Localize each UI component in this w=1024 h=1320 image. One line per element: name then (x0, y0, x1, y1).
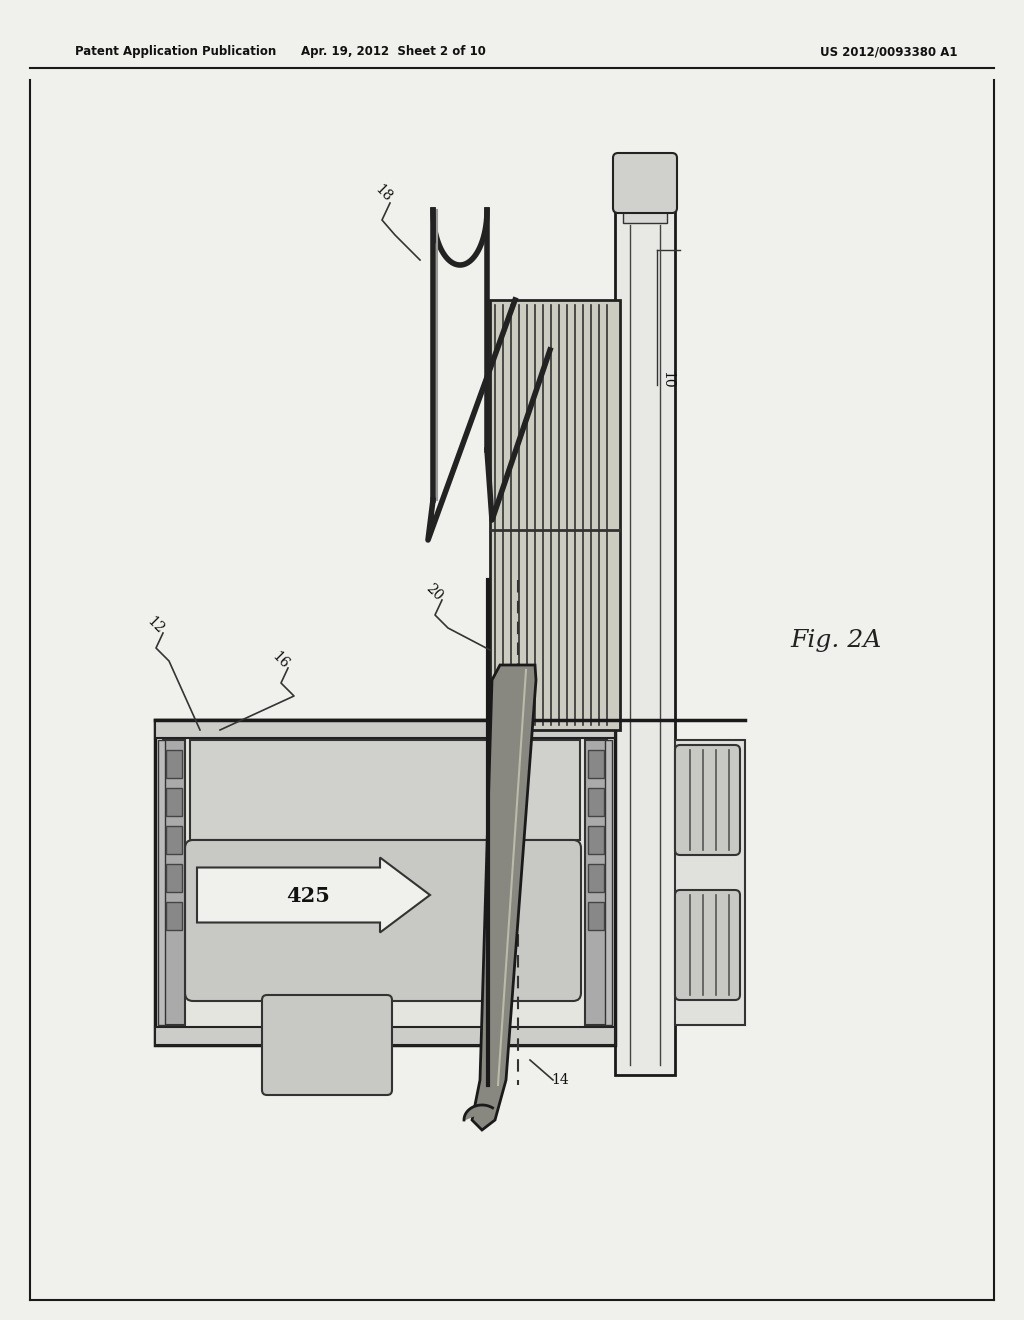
Bar (163, 741, 185, 1026)
Bar (190, 741, 580, 840)
FancyBboxPatch shape (675, 890, 740, 1001)
Bar (155, 1027, 615, 1045)
Bar (166, 865, 182, 892)
FancyArrow shape (197, 858, 430, 932)
Text: Apr. 19, 2012  Sheet 2 of 10: Apr. 19, 2012 Sheet 2 of 10 (301, 45, 485, 58)
Bar (166, 788, 182, 816)
Bar (588, 788, 604, 816)
Bar (166, 826, 182, 854)
Bar (490, 300, 620, 730)
Text: 425: 425 (286, 886, 330, 906)
Text: 20: 20 (423, 581, 445, 603)
Bar (158, 741, 165, 1026)
Text: US 2012/0093380 A1: US 2012/0093380 A1 (820, 45, 957, 58)
Bar (166, 902, 182, 931)
Bar (605, 741, 612, 1026)
Text: 12: 12 (143, 614, 166, 636)
FancyBboxPatch shape (262, 995, 392, 1096)
Bar (615, 154, 675, 1074)
Polygon shape (472, 665, 536, 1130)
FancyBboxPatch shape (613, 153, 677, 213)
Bar (588, 826, 604, 854)
Bar (155, 719, 615, 738)
Bar (585, 741, 607, 1026)
FancyBboxPatch shape (185, 840, 581, 1001)
Text: 10: 10 (660, 371, 674, 389)
Text: 18: 18 (372, 182, 394, 205)
Text: 14: 14 (551, 1073, 569, 1086)
Polygon shape (464, 1105, 493, 1119)
Bar (588, 902, 604, 931)
Text: Patent Application Publication: Patent Application Publication (75, 45, 276, 58)
Text: Fig. 2A: Fig. 2A (790, 628, 882, 652)
Bar (623, 162, 667, 223)
Text: 16: 16 (269, 649, 291, 671)
FancyBboxPatch shape (675, 744, 740, 855)
Bar (166, 750, 182, 777)
Bar (588, 865, 604, 892)
Bar (588, 750, 604, 777)
Bar (155, 719, 615, 1045)
Bar (675, 741, 745, 1026)
